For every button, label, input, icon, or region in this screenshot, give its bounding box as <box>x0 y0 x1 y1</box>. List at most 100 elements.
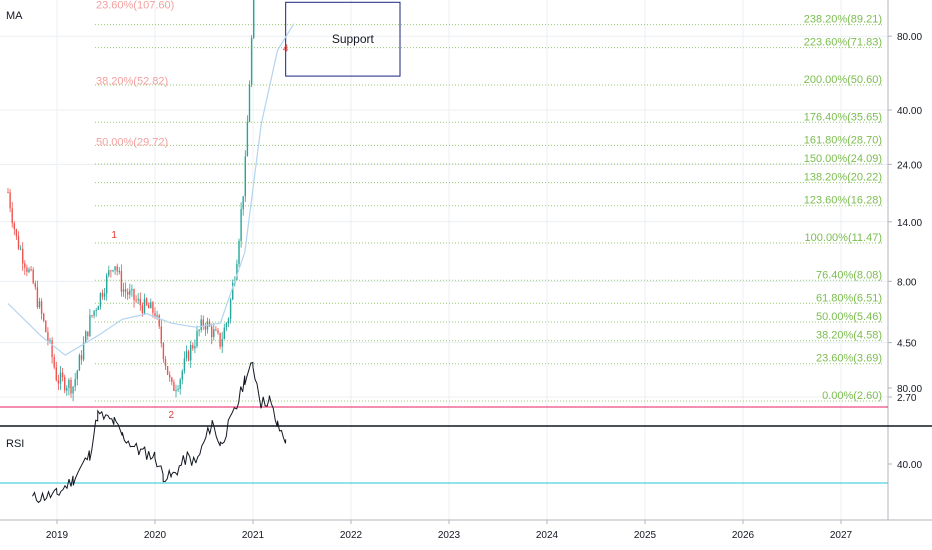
fib-extension-label: 223.60%(71.83) <box>804 37 882 49</box>
candle-body <box>242 196 244 210</box>
candle-body <box>166 366 169 375</box>
rsi-pane-label: RSI <box>6 438 25 450</box>
candle-body <box>124 289 127 292</box>
candle-body <box>22 248 24 264</box>
rsi-line <box>32 361 287 504</box>
candle-body <box>101 292 104 297</box>
candle-body <box>45 320 47 333</box>
price-axis-label: 80.00 <box>897 32 922 43</box>
candle-body <box>135 300 137 302</box>
candle-body <box>179 379 181 390</box>
candle-body <box>122 289 125 292</box>
candle-body <box>158 315 160 327</box>
candle-body <box>187 351 190 361</box>
candle-body <box>143 298 146 314</box>
fib-extension-label: 100.00%(11.47) <box>805 232 882 244</box>
price-axis-label: 8.00 <box>897 277 917 288</box>
candle-body <box>217 330 219 333</box>
candle-body <box>68 379 70 389</box>
fib-extension-label: 176.40%(35.65) <box>804 111 882 123</box>
candle-body <box>198 329 200 331</box>
candle-body <box>150 302 152 309</box>
candle-body <box>93 310 95 316</box>
time-axis-label: 2020 <box>144 530 167 541</box>
candle-body <box>200 319 202 330</box>
candle-body <box>51 340 53 358</box>
candle-body <box>28 269 30 272</box>
candle-body <box>183 358 186 371</box>
candle-body <box>91 315 93 317</box>
candle-body <box>32 269 34 284</box>
time-axis-label: 2026 <box>732 530 755 541</box>
fib-extension-label: 76.40%(8.08) <box>816 269 882 281</box>
candle-body <box>17 236 20 249</box>
fib-extension-label: 238.20%(89.21) <box>804 14 882 26</box>
candle-body <box>152 302 154 313</box>
candle-body <box>64 377 66 391</box>
candle-body <box>139 298 141 306</box>
fib-retracement-label: 23.60%(107.60) <box>96 0 174 12</box>
candle-body <box>76 370 78 380</box>
wave-label: 4 <box>283 43 289 54</box>
candle-body <box>55 367 57 381</box>
candle-body <box>229 299 232 319</box>
candle-body <box>133 289 135 301</box>
rsi-axis-label: 40.00 <box>897 460 922 471</box>
candle-body <box>223 327 225 340</box>
price-axis-label: 4.50 <box>897 339 917 350</box>
candle-body <box>112 270 114 272</box>
candle-body <box>196 330 198 347</box>
candle-body <box>244 156 246 197</box>
candle-body <box>225 323 228 328</box>
candle-body <box>208 321 211 327</box>
fib-extension-label: 161.80%(28.70) <box>804 134 882 146</box>
candle-body <box>19 248 22 250</box>
candle-body <box>99 292 102 307</box>
fib-retracement-label: 50.00%(29.72) <box>96 137 168 149</box>
candle-body <box>106 275 108 294</box>
candle-body <box>66 388 68 391</box>
candle-body <box>164 359 167 367</box>
price-axis-label: 24.00 <box>897 160 922 171</box>
candle-body <box>192 345 194 349</box>
candle-body <box>120 270 123 292</box>
fib-extension-label: 200.00%(50.60) <box>804 74 882 86</box>
fib-extension-label: 138.20%(20.22) <box>804 172 882 184</box>
candle-body <box>211 326 213 338</box>
candle-body <box>89 315 91 336</box>
candle-body <box>15 229 18 237</box>
candle-body <box>148 304 150 309</box>
candle-body <box>227 318 230 324</box>
candle-body <box>190 345 192 361</box>
candle-body <box>49 340 51 342</box>
time-axis-label: 2022 <box>340 530 363 541</box>
candle-body <box>131 289 133 291</box>
candle-body <box>204 325 207 330</box>
annotation-label: Support <box>332 32 375 46</box>
candle-body <box>97 306 99 310</box>
candle-body <box>129 290 131 295</box>
candle-body <box>181 370 183 380</box>
rsi-axis-label: 80.00 <box>897 384 922 395</box>
fib-extension-label: 123.60%(16.28) <box>804 195 882 207</box>
candle-body <box>82 342 85 360</box>
wave-label: 1 <box>111 230 117 241</box>
candle-body <box>141 305 144 314</box>
candle-body <box>221 339 223 347</box>
time-axis-label: 2019 <box>46 530 69 541</box>
candle-body <box>169 374 171 378</box>
annotation-box <box>285 1 401 77</box>
candle-body <box>116 266 118 272</box>
candle-body <box>43 313 45 321</box>
main-pane-label: MA <box>6 10 23 22</box>
candle-body <box>114 266 116 271</box>
candle-body <box>26 267 28 272</box>
candle-body <box>103 293 106 297</box>
fib-extension-label: 50.00%(5.46) <box>816 311 882 323</box>
candle-body <box>137 298 139 301</box>
candle-body <box>38 301 41 308</box>
candle-body <box>85 331 87 343</box>
candle-body <box>78 355 81 371</box>
candle-body <box>145 298 148 305</box>
